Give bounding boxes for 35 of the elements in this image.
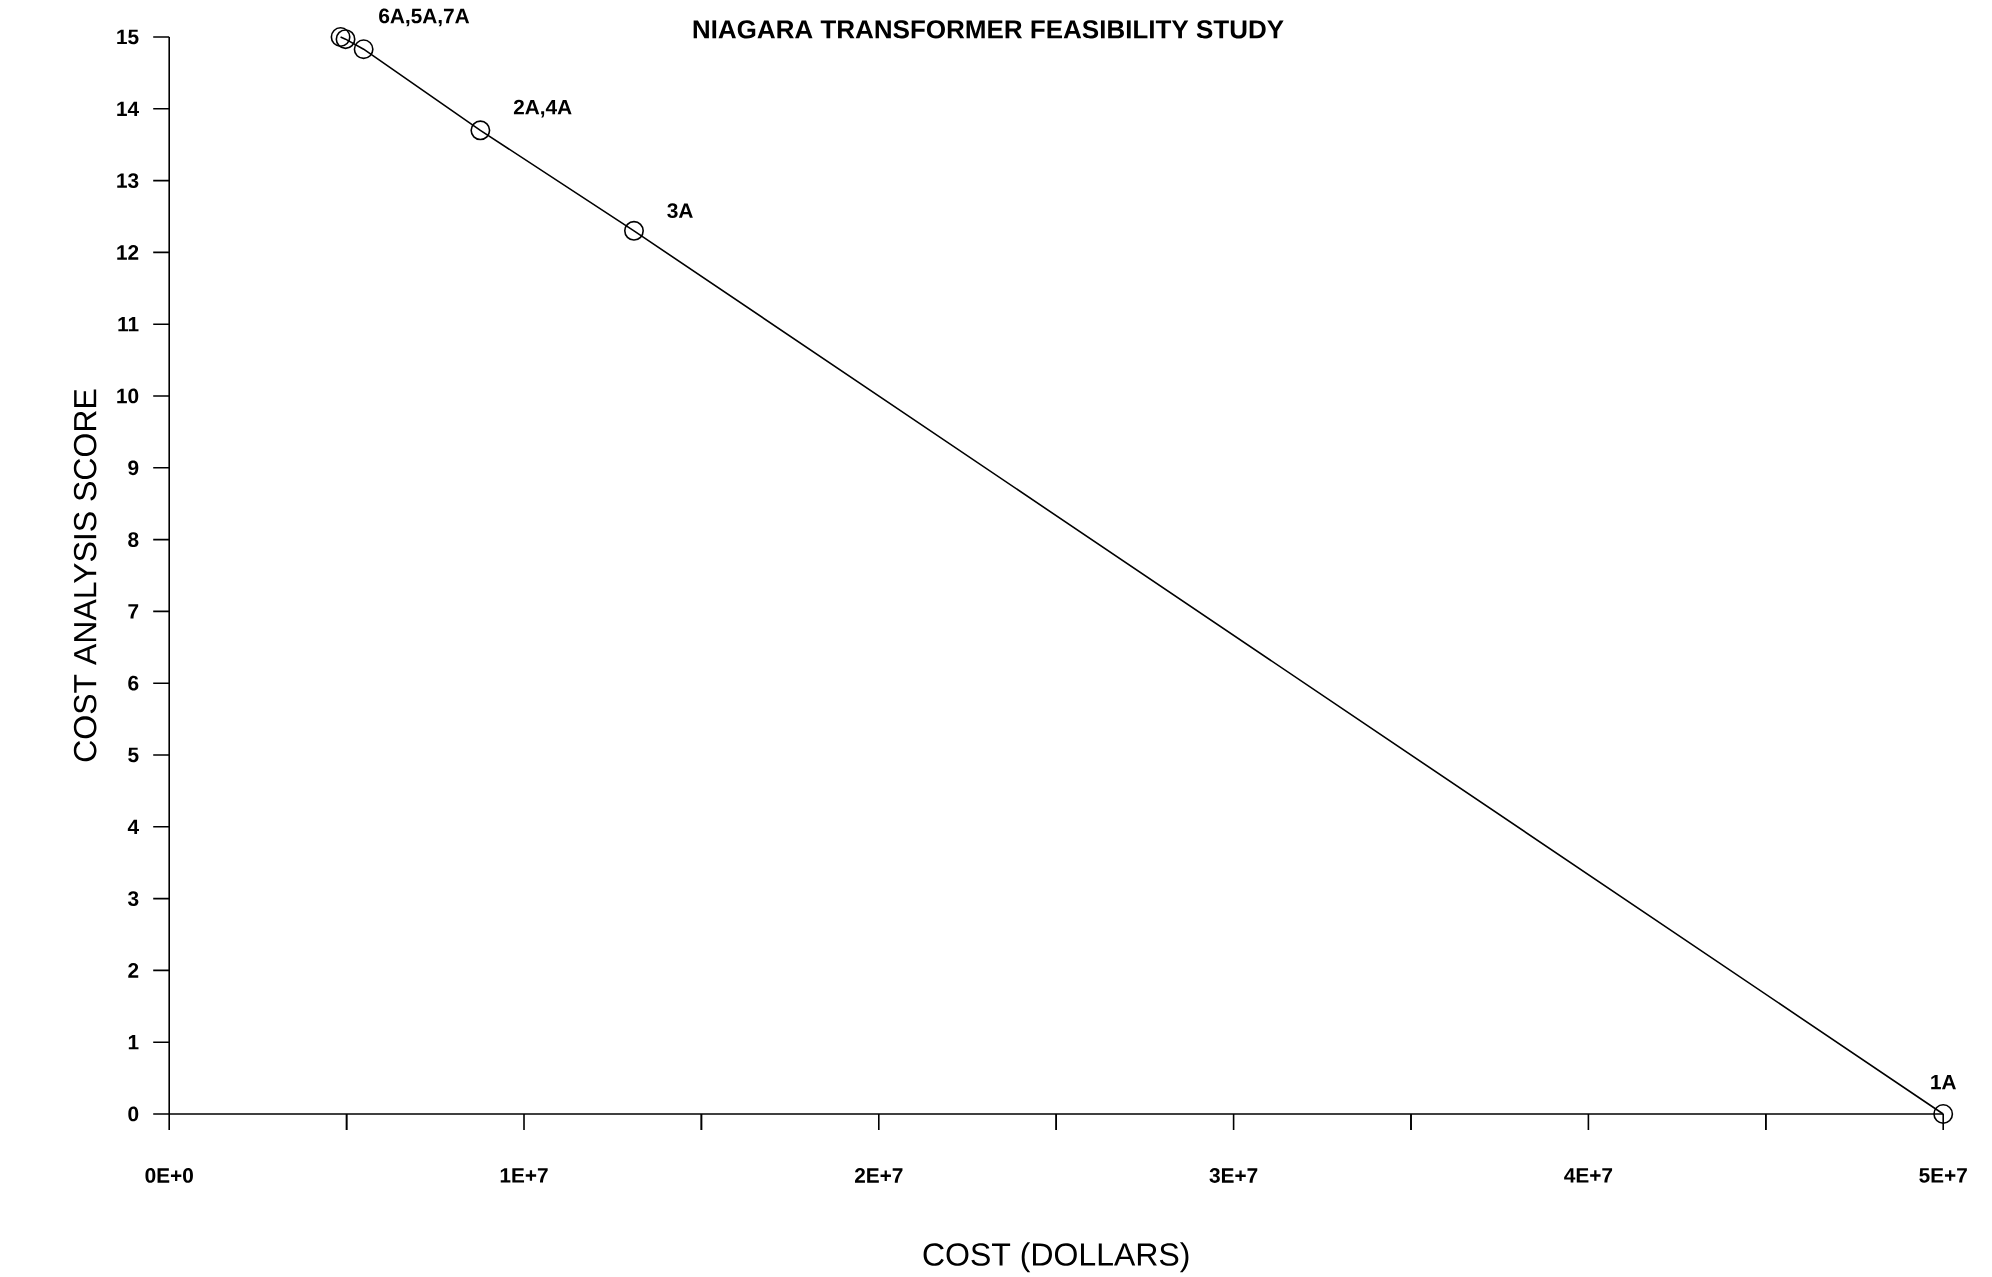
point [1933,1104,1954,1124]
x-tick-label: 0E+0 [145,1168,193,1183]
y-axis-title: COST ANALYSIS SCORE [73,389,97,762]
y-tick-label: 4 [127,819,139,834]
annotation: 2A,4A [513,99,572,118]
y-tick-label: 5 [128,747,139,763]
y-tick-label: 9 [128,460,139,476]
point [330,26,351,47]
y-tick-label: 8 [128,532,139,547]
point [335,29,356,50]
annotation: 3A [667,203,693,219]
point [470,120,491,141]
chart-title: NIAGARA TRANSFORMER FEASIBILITY STUDY [693,20,1284,39]
x-tick-label: 5E+7 [1919,1168,1967,1183]
y-tick-label: 14 [117,101,139,116]
x-tick-label: 2E+7 [854,1168,903,1183]
y-tick-label: 3 [128,891,139,906]
y-tick-label: 13 [117,173,139,188]
x-tick-label: 3E+7 [1209,1168,1258,1183]
y-tick-label: 0 [128,1106,139,1122]
y-tick-label: 15 [117,29,139,45]
x-tick-label: 4E+7 [1564,1168,1613,1183]
point [623,220,644,241]
y-tick-label: 10 [117,388,139,404]
annotation: 6A,5A,7A [379,8,470,27]
y-tick-label: 6 [128,675,139,691]
annotation: 1A [1931,1074,1956,1090]
point [353,39,374,60]
y-tick-label: 1 [128,1035,139,1050]
y-tick-label: 2 [128,963,139,978]
y-tick-label: 7 [128,604,139,619]
y-tick-label: 12 [117,245,139,260]
x-tick-label: 1E+7 [500,1168,548,1183]
y-tick-label: 11 [118,317,139,332]
x-axis-title: COST (DOLLARS) [923,1242,1189,1273]
